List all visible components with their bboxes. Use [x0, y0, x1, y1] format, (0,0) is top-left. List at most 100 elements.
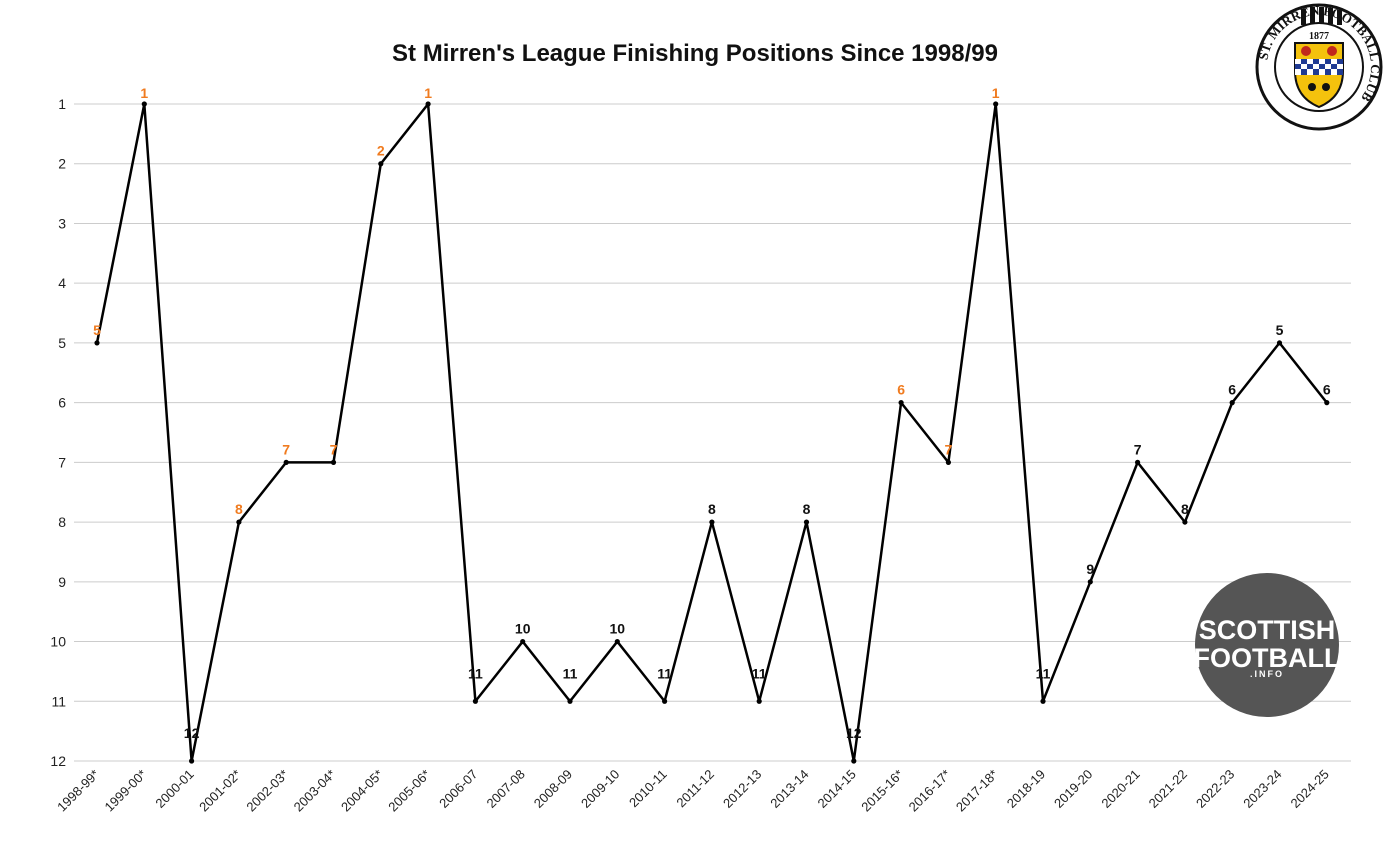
- x-tick-label: 2011-12: [673, 767, 717, 811]
- y-tick-label: 5: [58, 335, 66, 351]
- x-tick-label: 2003-04*: [291, 767, 339, 815]
- data-point: [1040, 698, 1046, 704]
- data-label: 7: [1134, 441, 1142, 457]
- x-tick-label: 2021-22: [1146, 767, 1190, 811]
- x-tick-label: 1998-99*: [54, 767, 102, 815]
- data-point: [330, 459, 337, 465]
- data-point: [283, 459, 289, 465]
- data-point: [425, 101, 431, 107]
- data-label: 11: [468, 665, 483, 681]
- data-label: 1: [424, 85, 432, 101]
- data-point: [898, 400, 904, 406]
- x-tick-label: 2023-24: [1240, 767, 1284, 811]
- data-point: [709, 519, 715, 525]
- data-label: 10: [515, 621, 531, 637]
- data-label: 8: [803, 501, 811, 517]
- data-label: 1: [140, 85, 148, 101]
- y-tick-label: 1: [58, 96, 66, 112]
- y-tick-label: 9: [58, 574, 66, 590]
- data-label: 8: [235, 501, 243, 517]
- x-tick-label: 2020-21: [1098, 767, 1142, 811]
- data-label: 11: [657, 665, 672, 681]
- data-label: 6: [1323, 382, 1331, 398]
- data-point: [189, 758, 195, 764]
- x-tick-label: 2018-19: [1004, 767, 1048, 811]
- y-tick-label: 11: [51, 693, 66, 709]
- data-label: 6: [1228, 382, 1236, 398]
- y-tick-label: 8: [58, 514, 66, 530]
- data-label: 12: [846, 725, 862, 741]
- x-tick-label: 1999-00*: [101, 767, 149, 815]
- watermark-line-1: SCOTTISH: [1199, 615, 1336, 645]
- data-point: [945, 459, 952, 465]
- data-label: 7: [945, 441, 953, 457]
- data-label: 12: [184, 725, 200, 741]
- y-tick-label: 12: [50, 753, 66, 769]
- y-tick-label: 4: [58, 275, 66, 291]
- data-label: 11: [1036, 665, 1051, 681]
- gridlines: [74, 103, 1351, 762]
- data-point: [662, 698, 668, 704]
- x-tick-label: 2015-16*: [858, 767, 906, 815]
- scottish-football-logo-icon: SCOTTISH FOOTBALL .INFO: [1194, 573, 1341, 717]
- data-label: 5: [1276, 322, 1284, 338]
- x-tick-label: 2006-07: [436, 767, 480, 811]
- x-tick-label: 2008-09: [531, 767, 575, 811]
- watermark-line-3: .INFO: [1250, 669, 1284, 679]
- x-tick-label: 2007-08: [483, 767, 527, 811]
- data-label: 10: [610, 621, 626, 637]
- data-point: [1182, 519, 1188, 525]
- club-crest-icon: ST. MIRREN FOOTBALL CLUB 1877: [1255, 3, 1383, 131]
- data-point: [803, 519, 810, 525]
- data-label: 6: [897, 382, 905, 398]
- y-tick-label: 3: [58, 215, 66, 231]
- crest-year: 1877: [1309, 31, 1329, 42]
- data-point: [756, 698, 762, 704]
- data-point: [614, 638, 620, 645]
- data-point: [851, 758, 857, 764]
- x-tick-label: 2004-05*: [338, 767, 386, 815]
- data-point: [520, 638, 526, 645]
- data-point: [1324, 400, 1330, 406]
- data-label: 11: [563, 665, 578, 681]
- x-tick-label: 2014-15: [815, 767, 859, 811]
- x-tick-label: 2001-02*: [196, 767, 244, 815]
- data-point: [567, 698, 573, 704]
- chart-title: St Mirren's League Finishing Positions S…: [392, 40, 998, 67]
- data-point: [1276, 340, 1283, 346]
- data-label: 9: [1086, 561, 1094, 577]
- data-point: [236, 519, 242, 525]
- y-tick-label: 7: [58, 454, 66, 470]
- data-point: [1087, 579, 1093, 585]
- data-label: 8: [1181, 501, 1189, 517]
- watermark-line-2: FOOTBALL: [1194, 643, 1341, 673]
- data-point: [472, 698, 478, 704]
- series-line: [95, 102, 1328, 763]
- data-point: [141, 101, 147, 107]
- data-label: 2: [377, 143, 385, 159]
- x-tick-label: 2022-23: [1193, 767, 1237, 811]
- data-label: 7: [330, 441, 338, 457]
- x-tick-label: 2009-10: [578, 767, 622, 811]
- x-tick-label: 2017-18*: [953, 767, 1001, 815]
- y-tick-label: 2: [58, 156, 66, 172]
- x-tick-label: 2024-25: [1288, 767, 1332, 811]
- data-point: [378, 161, 384, 167]
- data-points: [94, 101, 1330, 764]
- x-tick-label: 2000-01: [152, 767, 196, 811]
- x-tick-label: 2010-11: [626, 767, 670, 811]
- x-tick-label: 2016-17*: [906, 767, 954, 815]
- data-label: 8: [708, 501, 716, 517]
- data-label: 7: [282, 441, 290, 457]
- y-tick-label: 6: [58, 395, 66, 411]
- data-label: 1: [992, 85, 1000, 101]
- x-axis-ticks: 1998-99* 1999-00* 2000-01 2001-02* 2002-03* 2…: [54, 767, 1332, 815]
- data-point: [1135, 459, 1141, 465]
- data-point: [1229, 400, 1235, 406]
- y-tick-label: 10: [50, 634, 66, 650]
- x-tick-label: 2013-14: [767, 767, 811, 811]
- data-point: [94, 340, 100, 346]
